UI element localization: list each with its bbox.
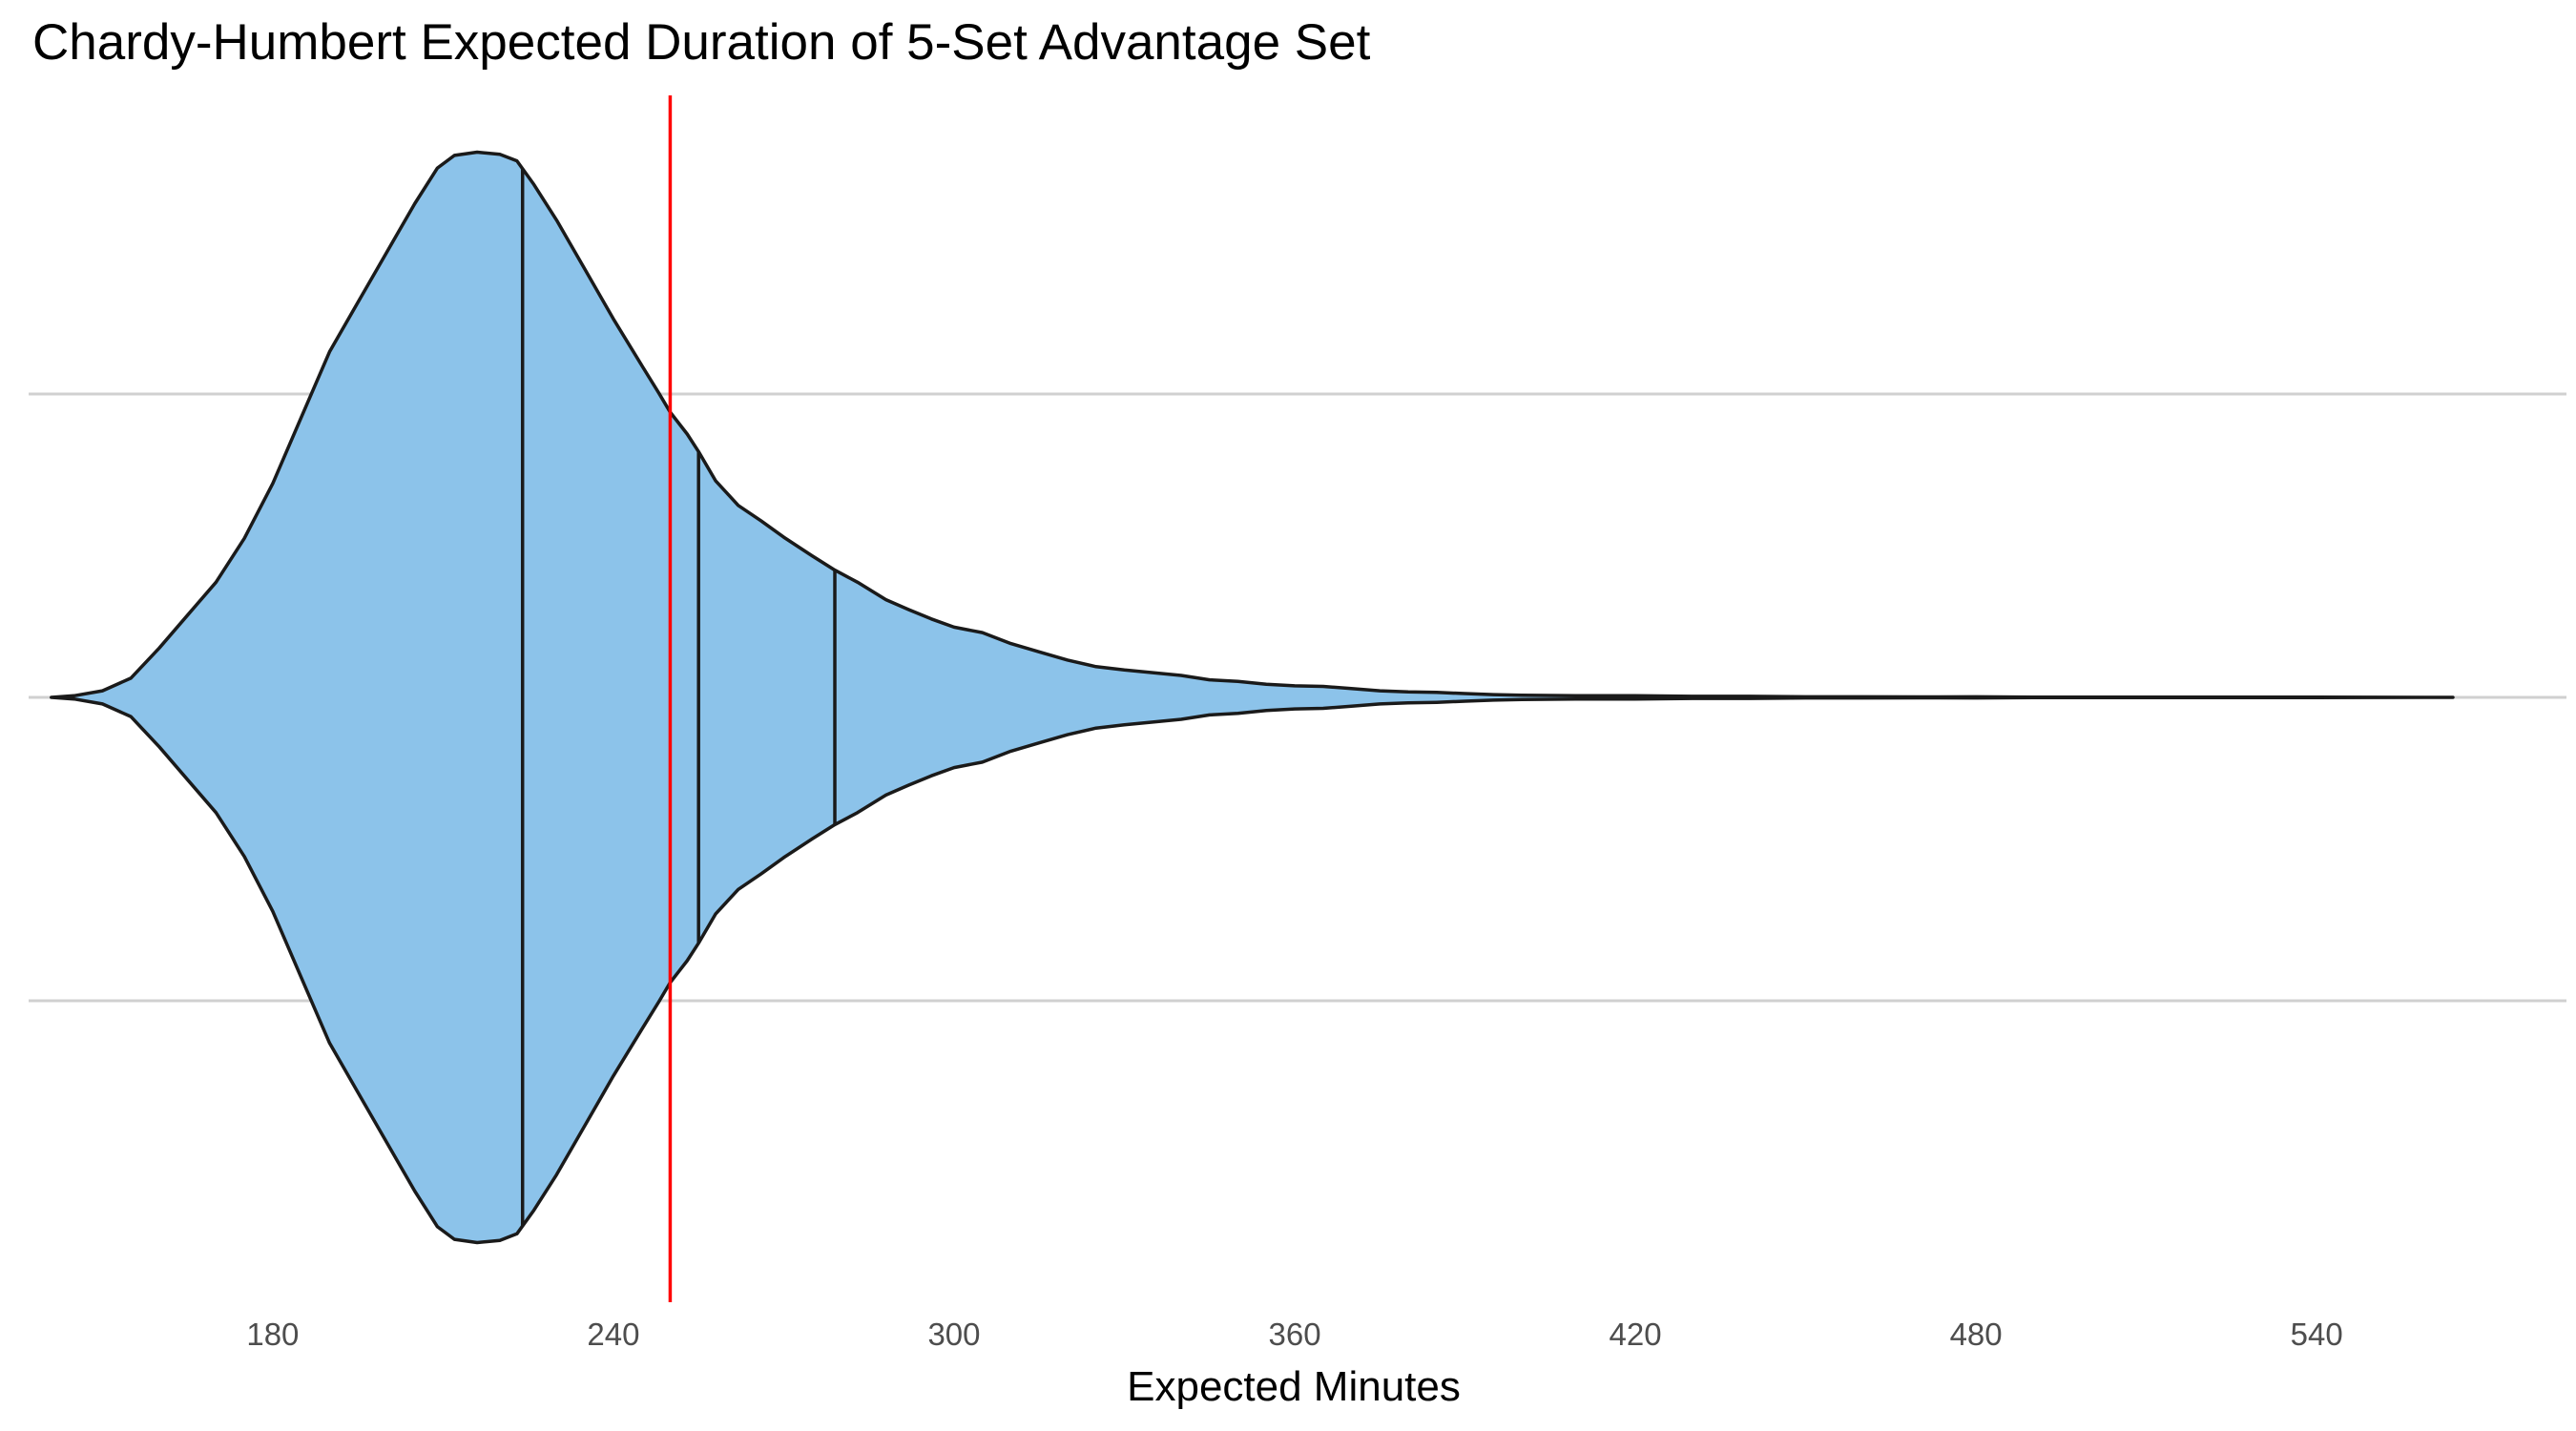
quantile-lines [520, 168, 837, 1227]
x-tick-label-300: 300 [927, 1317, 980, 1352]
x-axis-ticks: 180 240 300 360 420 480 540 [246, 1317, 2342, 1352]
x-tick-label-420: 420 [1610, 1317, 1662, 1352]
x-tick-label-240: 240 [587, 1317, 639, 1352]
violin-body [50, 150, 2455, 1245]
x-tick-label-180: 180 [246, 1317, 299, 1352]
chart-title: Chardy-Humbert Expected Duration of 5-Se… [32, 14, 1371, 71]
x-axis-title: Expected Minutes [1127, 1363, 1461, 1410]
x-tick-label-360: 360 [1268, 1317, 1320, 1352]
x-tick-label-540: 540 [2291, 1317, 2343, 1352]
x-tick-label-480: 480 [1950, 1317, 2003, 1352]
violin-group [50, 150, 2455, 1245]
